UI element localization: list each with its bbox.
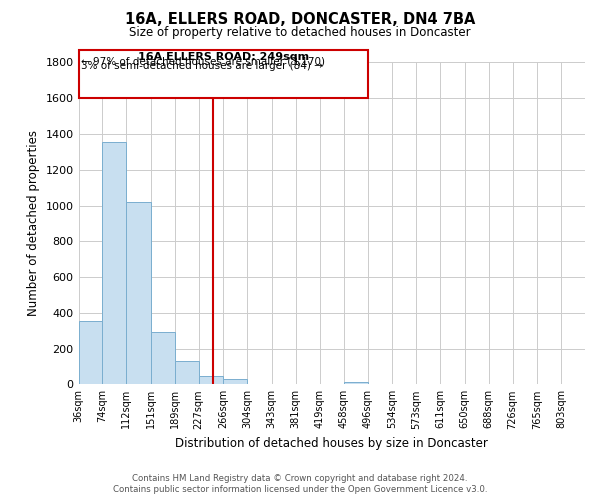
- Bar: [344, 382, 368, 384]
- Text: ← 97% of detached houses are smaller (3,170): ← 97% of detached houses are smaller (3,…: [81, 57, 325, 67]
- Bar: [151, 332, 175, 384]
- Text: 3% of semi-detached houses are larger (84) →: 3% of semi-detached houses are larger (8…: [81, 60, 323, 70]
- Text: 16A ELLERS ROAD: 249sqm: 16A ELLERS ROAD: 249sqm: [137, 52, 309, 62]
- Text: 16A, ELLERS ROAD, DONCASTER, DN4 7BA: 16A, ELLERS ROAD, DONCASTER, DN4 7BA: [125, 12, 475, 28]
- Bar: [127, 202, 151, 384]
- Y-axis label: Number of detached properties: Number of detached properties: [27, 130, 40, 316]
- Bar: [175, 361, 199, 384]
- Bar: [79, 321, 103, 384]
- X-axis label: Distribution of detached houses by size in Doncaster: Distribution of detached houses by size …: [175, 437, 488, 450]
- FancyBboxPatch shape: [79, 50, 368, 98]
- Text: Contains HM Land Registry data © Crown copyright and database right 2024.
Contai: Contains HM Land Registry data © Crown c…: [113, 474, 487, 494]
- Bar: [103, 142, 127, 384]
- Bar: [223, 379, 247, 384]
- Text: Size of property relative to detached houses in Doncaster: Size of property relative to detached ho…: [129, 26, 471, 39]
- Bar: [199, 376, 223, 384]
